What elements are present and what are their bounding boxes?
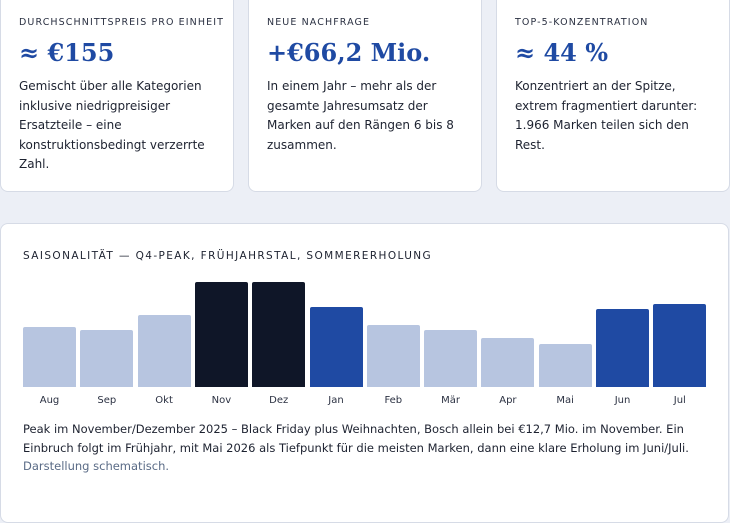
kpi-label: Durchschnittspreis pro Einheit [19, 17, 225, 28]
bar-dez [252, 282, 306, 387]
seasonality-bar-chart: Aug Sep Okt Nov Dez Jan Feb Mär Apr Mai Jun Jul [23, 282, 707, 412]
kpi-card-avg-price: Durchschnittspreis pro Einheit ≈ €155 Ge… [0, 0, 234, 192]
kpi-value: +€66,2 Mio. [267, 38, 431, 67]
kpi-card-new-demand: Neue Nachfrage +€66,2 Mio. In einem Jahr… [248, 0, 482, 192]
kpi-card-top5-concentration: Top-5-Konzentration ≈ 44 % Konzentriert … [496, 0, 730, 192]
x-tick-label: Mai [556, 395, 574, 406]
bar-jul [653, 304, 707, 387]
caption-text: Peak im November/Dezember 2025 – Black F… [23, 422, 689, 455]
x-tick-label: Okt [155, 395, 173, 406]
x-tick-label: Sep [97, 395, 117, 406]
x-tick-label: Dez [269, 395, 289, 406]
bar-sep [80, 330, 134, 387]
seasonality-card: Saisonalität — Q4-Peak, Frühjahrstal, So… [0, 223, 729, 523]
kpi-value: ≈ 44 % [515, 38, 609, 67]
caption-note: Darstellung schematisch. [23, 459, 170, 473]
x-tick-label: Jun [614, 395, 631, 406]
seasonality-title: Saisonalität — Q4-Peak, Frühjahrstal, So… [23, 250, 433, 262]
kpi-value: ≈ €155 [19, 38, 115, 67]
x-tick-label: Apr [499, 395, 517, 406]
x-tick-label: Nov [211, 395, 232, 406]
x-tick-label: Mär [441, 395, 461, 406]
kpi-description: Konzentriert an der Spitze, extrem fragm… [515, 79, 698, 152]
bar-mai [538, 343, 592, 387]
kpi-label: Neue Nachfrage [267, 17, 371, 28]
x-tick-label: Aug [39, 395, 60, 406]
bar-okt [137, 314, 191, 387]
bar-mär [424, 330, 478, 387]
x-tick-label: Feb [384, 395, 403, 406]
kpi-description: Gemischt über alle Kategorien inklusive … [19, 79, 205, 171]
x-tick-label: Jan [328, 395, 344, 406]
seasonality-caption: Peak im November/Dezember 2025 – Black F… [23, 420, 706, 476]
kpi-label: Top-5-Konzentration [515, 17, 649, 28]
bar-aug [23, 327, 76, 387]
bar-nov [194, 282, 248, 387]
kpi-description: In einem Jahr – mehr als der gesamte Jah… [267, 79, 454, 152]
bar-jan [309, 307, 363, 387]
bars-area [23, 282, 707, 387]
bar-apr [481, 337, 535, 387]
bar-feb [366, 325, 420, 387]
x-tick-label: Jul [673, 395, 686, 406]
bar-jun [596, 309, 649, 387]
